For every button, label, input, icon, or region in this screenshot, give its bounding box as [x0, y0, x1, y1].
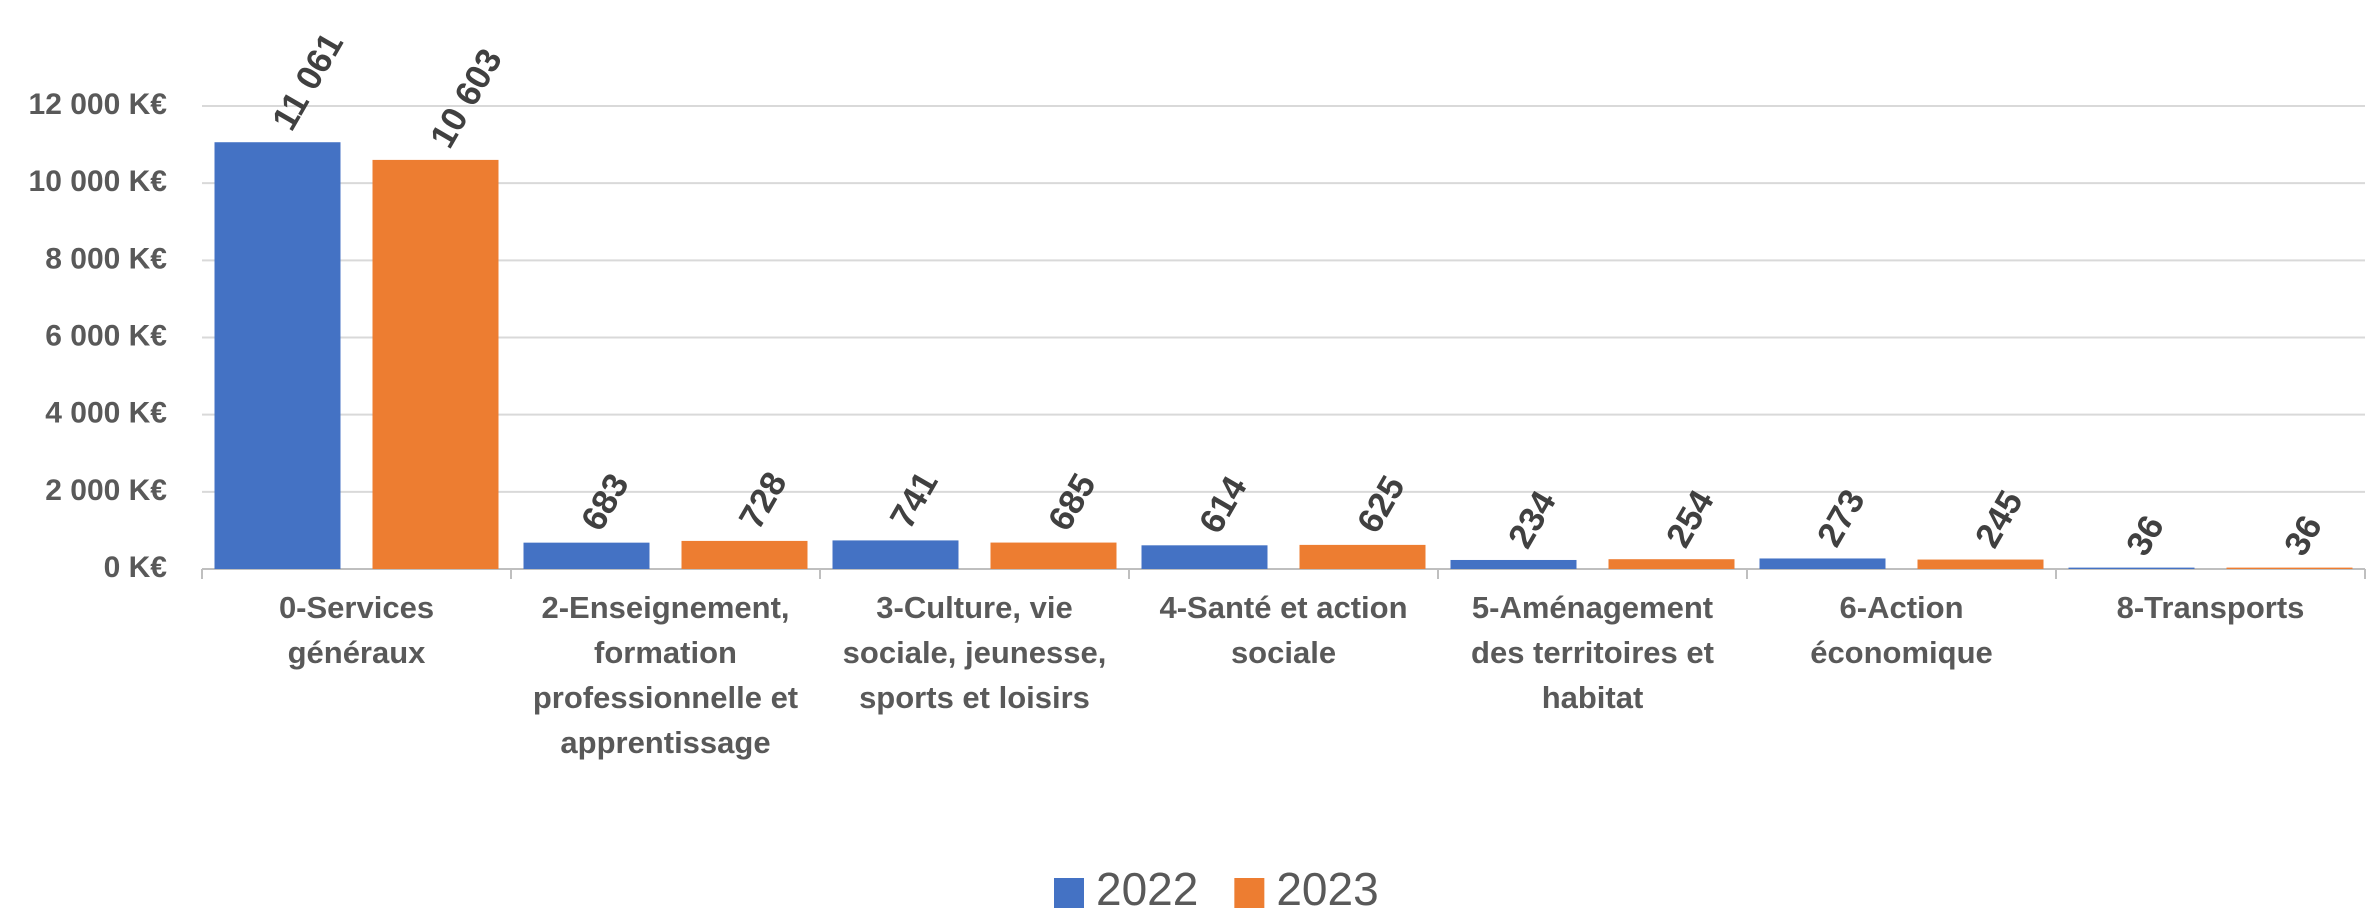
legend-swatch [1054, 878, 1084, 908]
data-label: 614 [1192, 469, 1255, 540]
legend-swatch [1234, 878, 1265, 908]
bar [832, 540, 959, 569]
data-label: 10 603 [423, 42, 510, 154]
data-label: 254 [1659, 483, 1722, 554]
bar [372, 159, 499, 569]
data-label: 11 061 [265, 26, 351, 137]
bar [990, 542, 1117, 569]
data-label: 36 [2119, 509, 2172, 562]
y-tick-label: 2 000 K€ [45, 474, 167, 507]
y-tick-label: 4 000 K€ [45, 397, 167, 430]
data-label: 685 [1041, 467, 1104, 537]
y-tick-label: 10 000 K€ [29, 165, 168, 198]
data-label: 683 [574, 467, 637, 537]
legend-label: 2023 [1276, 863, 1378, 913]
y-tick-label: 12 000 K€ [29, 88, 168, 121]
y-tick-label: 0 K€ [104, 551, 168, 584]
bar [2226, 567, 2353, 569]
y-tick-label: 6 000 K€ [45, 319, 167, 352]
data-label: 36 [2277, 509, 2330, 562]
x-tick-label: 0-Services généraux [278, 590, 435, 670]
x-tick-label: 6-Action économique [1810, 590, 1993, 670]
y-tick-label: 8 000 K€ [45, 242, 167, 275]
data-label: 728 [732, 465, 795, 535]
bar [1299, 544, 1426, 569]
bar [681, 540, 808, 569]
bar [523, 542, 650, 569]
bar [1608, 559, 1735, 569]
legend-label: 2022 [1096, 863, 1198, 913]
data-label: 625 [1350, 469, 1413, 539]
x-tick-label: 5-Aménagement des territoires et habitat [1471, 590, 1714, 715]
data-label: 234 [1501, 484, 1564, 555]
bar [1141, 545, 1268, 569]
x-tick-label: 4-Santé et action sociale [1159, 590, 1408, 670]
data-label: 245 [1968, 484, 2031, 554]
bar [214, 142, 341, 570]
data-label: 741 [883, 465, 946, 535]
bar [1450, 559, 1577, 569]
bar [1917, 559, 2044, 569]
x-tick-label: 8-Transports [2116, 590, 2305, 625]
x-tick-label: 2-Enseignement, formation professionnell… [532, 590, 799, 760]
data-label: 273 [1810, 483, 1873, 553]
bar [1759, 558, 1886, 569]
bar [2068, 567, 2195, 569]
x-tick-label: 3-Culture, vie sociale, jeunesse, sports… [842, 590, 1107, 715]
